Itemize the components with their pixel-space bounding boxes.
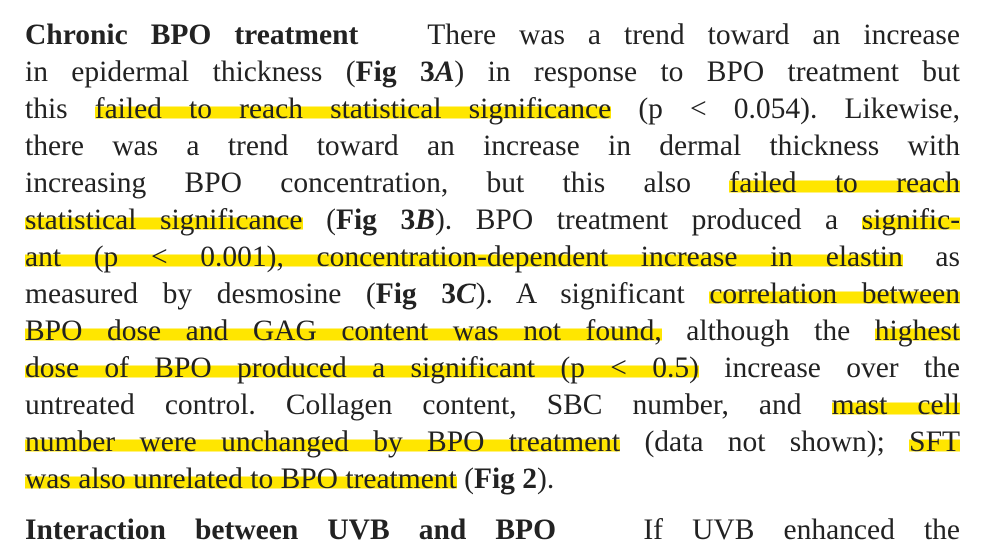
highlight: was also unrelated to BPO treatment <box>25 463 457 495</box>
line: this failed to reach statistical signifi… <box>25 91 960 128</box>
line: ant (p < 0.001), concentration-dependent… <box>25 239 960 276</box>
figure-ref: A <box>434 56 455 88</box>
line: in epidermal thickness (Fig 3A) in respo… <box>25 54 960 91</box>
highlight: number were unchanged by BPO treatment <box>25 426 621 458</box>
highlight: failed to reach <box>729 167 960 199</box>
text: increase over the <box>698 352 960 384</box>
text: untreated control. Collagen content, SBC… <box>25 389 832 421</box>
highlight: dose of BPO produced a significant (p < … <box>25 352 699 384</box>
text: ) in response to BPO treatment but <box>454 56 960 88</box>
figure-ref: C <box>456 278 476 310</box>
highlight: signific- <box>861 204 961 236</box>
heading: Chronic BPO treatment <box>25 19 359 51</box>
text: this <box>25 93 95 125</box>
figure-ref: Fig 3 <box>355 56 435 88</box>
figure-ref: B <box>415 204 435 236</box>
text: ). BPO treatment produced a <box>434 204 862 236</box>
highlight: statistical significance <box>25 204 303 236</box>
text: as <box>902 241 960 273</box>
line: Chronic BPO treatment There was a trend … <box>25 17 960 54</box>
figure-ref: Fig 2 <box>473 463 538 495</box>
highlight: highest <box>874 315 960 347</box>
text: there was a trend toward an increase in … <box>25 130 960 162</box>
line: there was a trend toward an increase in … <box>25 128 960 165</box>
text: although the <box>661 315 875 347</box>
highlight: SFT <box>909 426 960 458</box>
line: untreated control. Collagen content, SBC… <box>25 387 960 424</box>
highlight: mast cell <box>831 389 960 421</box>
highlight: ant (p < 0.001), concentration-dependent… <box>25 241 903 273</box>
text: ( <box>302 204 336 236</box>
page: Chronic BPO treatment There was a trend … <box>25 19 961 546</box>
text: (data not shown); <box>620 426 910 458</box>
figure-ref: Fig 3 <box>335 204 416 236</box>
next-heading: Interaction between UVB and BPO <box>25 514 557 546</box>
line: dose of BPO produced a significant (p < … <box>25 350 960 387</box>
text: ( <box>456 463 474 495</box>
highlight: correlation between <box>709 278 960 310</box>
text: ). A significant <box>475 278 710 310</box>
text: There was a trend toward an increase <box>427 19 960 51</box>
text: increasing BPO concentration, but this a… <box>25 167 730 199</box>
text: in epidermal thickness ( <box>25 56 356 88</box>
line: statistical significance (Fig 3B). BPO t… <box>25 202 961 239</box>
text: measured by desmosine ( <box>25 278 376 310</box>
figure-ref: Fig 3 <box>375 278 457 310</box>
text: (p < 0.054). Likewise, <box>611 93 961 125</box>
line: number were unchanged by BPO treatment (… <box>25 424 960 461</box>
highlight: BPO dose and GAG content was not found, <box>25 315 662 347</box>
text: ). <box>537 463 555 495</box>
paragraph: Chronic BPO treatment There was a trend … <box>25 17 961 549</box>
line: was also unrelated to BPO treatment (Fig… <box>25 461 960 498</box>
line: increasing BPO concentration, but this a… <box>25 165 960 202</box>
highlight: failed to reach statistical significance <box>94 93 612 125</box>
text: If UVB enhanced the <box>643 514 960 546</box>
line: measured by desmosine (Fig 3C). A signif… <box>25 276 960 313</box>
line: BPO dose and GAG content was not found, … <box>25 313 960 350</box>
